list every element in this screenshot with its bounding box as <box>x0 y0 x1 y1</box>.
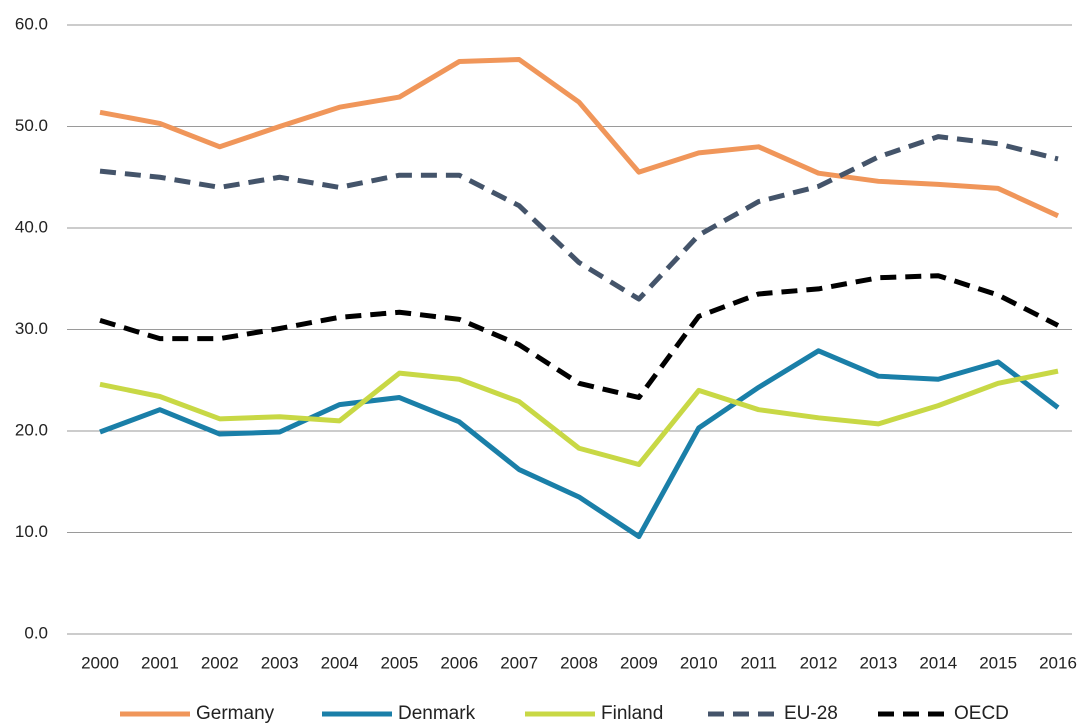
x-tick-label: 2016 <box>1039 653 1077 672</box>
series-line <box>99 134 1059 302</box>
x-tick-label: 2009 <box>620 653 658 672</box>
x-tick-label: 2014 <box>919 653 957 672</box>
x-tick-label: 2007 <box>500 653 538 672</box>
x-tick-label: 2013 <box>859 653 897 672</box>
x-tick-label: 2001 <box>141 653 179 672</box>
y-tick-label: 10.0 <box>15 522 48 541</box>
x-tick-label: 2002 <box>201 653 239 672</box>
x-tick-label: 2012 <box>800 653 838 672</box>
series-line <box>99 348 1060 540</box>
series-line <box>99 57 1060 219</box>
legend-label: Denmark <box>398 703 476 724</box>
x-tick-label: 2015 <box>979 653 1017 672</box>
y-tick-label: 30.0 <box>15 319 48 338</box>
x-tick-label: 2003 <box>261 653 299 672</box>
legend-label: EU-28 <box>784 703 838 724</box>
legend-label: Finland <box>601 703 663 724</box>
y-tick-label: 60.0 <box>15 14 48 33</box>
legend-label: Germany <box>196 703 275 724</box>
x-tick-label: 2011 <box>740 653 777 672</box>
y-tick-label: 20.0 <box>15 420 48 439</box>
x-tick-label: 2006 <box>440 653 478 672</box>
x-tick-label: 2005 <box>380 653 418 672</box>
x-tick-label: 2010 <box>680 653 718 672</box>
legend: Germany Denmark Finland EU-28 OECD <box>120 703 1009 724</box>
x-tick-label: 2004 <box>321 653 359 672</box>
series-line <box>99 273 1060 401</box>
x-tick-label: 2008 <box>560 653 598 672</box>
y-tick-label: 50.0 <box>15 116 48 135</box>
y-tick-label: 40.0 <box>15 217 48 236</box>
legend-label: OECD <box>954 703 1009 724</box>
y-tick-label: 0.0 <box>24 623 48 642</box>
x-tick-label: 2000 <box>81 653 119 672</box>
series-line <box>99 368 1059 467</box>
